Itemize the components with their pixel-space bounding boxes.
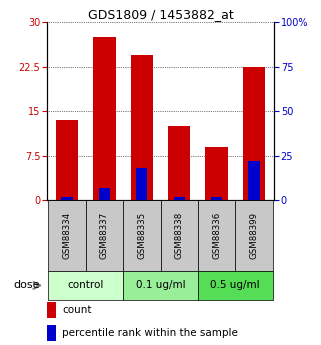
Bar: [47, 325, 56, 341]
Bar: [211, 197, 222, 200]
Bar: [99, 188, 110, 200]
Bar: [86, 200, 123, 271]
Bar: [131, 55, 153, 200]
Bar: [205, 147, 228, 200]
Bar: [47, 302, 56, 318]
Text: 0.1 ug/ml: 0.1 ug/ml: [136, 280, 185, 290]
Text: GSM88338: GSM88338: [175, 212, 184, 259]
Bar: [62, 197, 73, 200]
Text: percentile rank within the sample: percentile rank within the sample: [63, 328, 239, 338]
Bar: [48, 271, 123, 300]
Text: 0.5 ug/ml: 0.5 ug/ml: [210, 280, 260, 290]
Text: control: control: [68, 280, 104, 290]
Title: GDS1809 / 1453882_at: GDS1809 / 1453882_at: [88, 8, 233, 21]
Bar: [243, 67, 265, 200]
Text: GSM88334: GSM88334: [63, 212, 72, 259]
Bar: [174, 197, 185, 200]
Bar: [248, 161, 259, 200]
Bar: [198, 200, 235, 271]
Bar: [168, 126, 190, 200]
Bar: [160, 200, 198, 271]
Text: dose: dose: [13, 280, 40, 290]
Text: GSM88337: GSM88337: [100, 212, 109, 259]
Text: GSM88336: GSM88336: [212, 212, 221, 259]
Bar: [123, 271, 198, 300]
Bar: [198, 271, 273, 300]
Text: GSM88335: GSM88335: [137, 212, 146, 259]
Bar: [48, 200, 86, 271]
Bar: [56, 120, 78, 200]
Bar: [235, 200, 273, 271]
Bar: [93, 37, 116, 200]
Bar: [123, 200, 160, 271]
Bar: [136, 168, 147, 200]
Text: count: count: [63, 305, 92, 315]
Text: GSM88399: GSM88399: [249, 212, 258, 259]
